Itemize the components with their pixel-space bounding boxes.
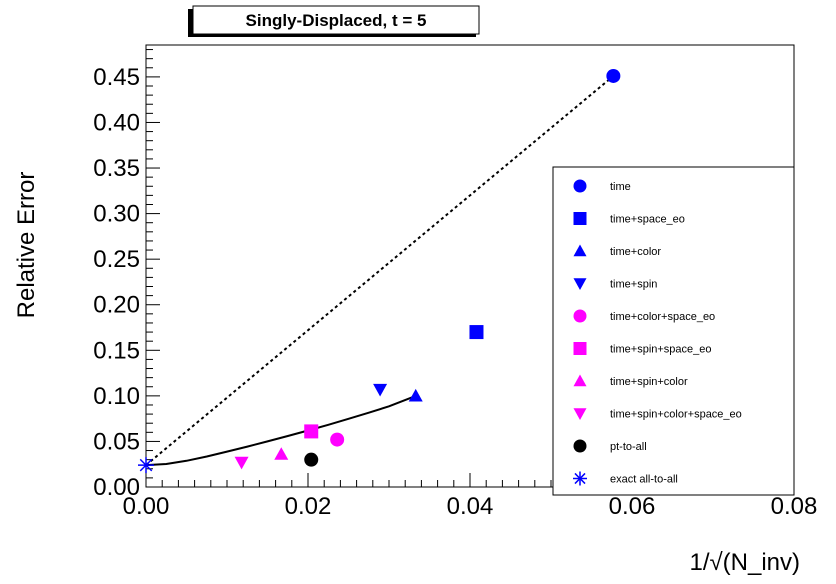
legend-entry: exact all-to-all xyxy=(573,471,678,486)
data-point xyxy=(606,68,621,83)
legend-marker xyxy=(573,471,587,486)
data-point xyxy=(138,457,154,474)
legend-entry: time+spin+space_eo xyxy=(573,342,712,356)
y-tick-label: 0.25 xyxy=(93,246,140,273)
legend-entry: pt-to-all xyxy=(573,439,647,453)
legend-entry: time+spin+color xyxy=(573,374,688,388)
legend-marker xyxy=(573,244,587,257)
y-tick-label: 0.15 xyxy=(93,337,140,364)
solid-fit-line xyxy=(145,394,417,467)
chart-title-text: Singly-Displaced, t = 5 xyxy=(246,11,427,30)
y-tick-label: 0.05 xyxy=(93,428,140,455)
legend-label: exact all-to-all xyxy=(610,474,678,486)
legend-label: time+color+space_eo xyxy=(610,311,715,323)
x-tick-label: 0.06 xyxy=(609,493,656,520)
data-point xyxy=(330,432,345,447)
x-axis-tick-labels: 0.00 0.02 0.04 0.06 0.08 xyxy=(123,493,818,520)
data-point xyxy=(304,424,319,439)
legend-label: time xyxy=(610,181,631,193)
x-tick-label: 0.04 xyxy=(447,493,494,520)
legend-label: time+spin+color xyxy=(610,376,688,388)
y-tick-label: 0.20 xyxy=(93,292,140,319)
y-tick-label: 0.35 xyxy=(93,155,140,182)
legend-marker xyxy=(573,374,587,387)
legend-entry: time+spin xyxy=(573,278,657,291)
legend-entry: time+spin+color+space_eo xyxy=(573,408,742,421)
legend-label: pt-to-all xyxy=(610,441,647,453)
data-markers xyxy=(138,68,621,474)
legend-marker xyxy=(573,408,587,420)
x-tick-label: 0.02 xyxy=(285,493,332,520)
data-point xyxy=(408,388,423,402)
legend-marker xyxy=(573,179,587,193)
x-tick-label: 0.08 xyxy=(771,493,818,520)
y-tick-label: 0.40 xyxy=(93,109,140,136)
x-tick-label: 0.00 xyxy=(123,493,170,520)
legend-entry: time xyxy=(573,179,631,193)
legend-marker xyxy=(573,212,587,225)
legend-entry: time+color+space_eo xyxy=(573,309,715,323)
data-point xyxy=(373,383,388,397)
y-tick-label: 0.10 xyxy=(93,383,140,410)
legend-box xyxy=(552,166,795,496)
legend-label: time+spin+space_eo xyxy=(610,344,712,356)
legend-marker xyxy=(573,278,587,290)
legend-entry: time+space_eo xyxy=(573,212,685,226)
data-point xyxy=(274,447,289,460)
x-axis-label: 1/√(N_inv) xyxy=(689,549,800,576)
legend-entry: time+color xyxy=(573,244,661,258)
legend-marker xyxy=(573,309,587,323)
legend: time time+space_eo time+color time+spin time… xyxy=(552,166,795,496)
y-tick-label: 0.00 xyxy=(93,474,140,501)
data-point xyxy=(234,456,249,470)
chart-title: Singly-Displaced, t = 5 xyxy=(188,5,480,37)
y-axis-tick-labels: 0.00 0.05 0.10 0.15 0.20 0.25 0.30 0.35 0.40 0.45 xyxy=(93,64,140,501)
y-tick-label: 0.45 xyxy=(93,64,140,91)
data-point xyxy=(304,452,319,467)
legend-label: time+space_eo xyxy=(610,214,685,226)
title-box xyxy=(192,5,480,35)
legend-marker xyxy=(573,439,587,453)
y-tick-label: 0.30 xyxy=(93,201,140,228)
legend-marker xyxy=(573,342,587,355)
legend-label: time+spin xyxy=(610,279,657,291)
y-axis-ticks xyxy=(146,49,160,488)
legend-label: time+spin+color+space_eo xyxy=(610,409,742,421)
data-point xyxy=(469,325,484,340)
fit-lines xyxy=(145,75,615,467)
dotted-fit-line xyxy=(145,75,615,466)
y-axis-label: Relative Error xyxy=(13,172,40,319)
legend-entries: time time+space_eo time+color time+spin time… xyxy=(573,179,742,486)
legend-label: time+color xyxy=(610,246,661,258)
